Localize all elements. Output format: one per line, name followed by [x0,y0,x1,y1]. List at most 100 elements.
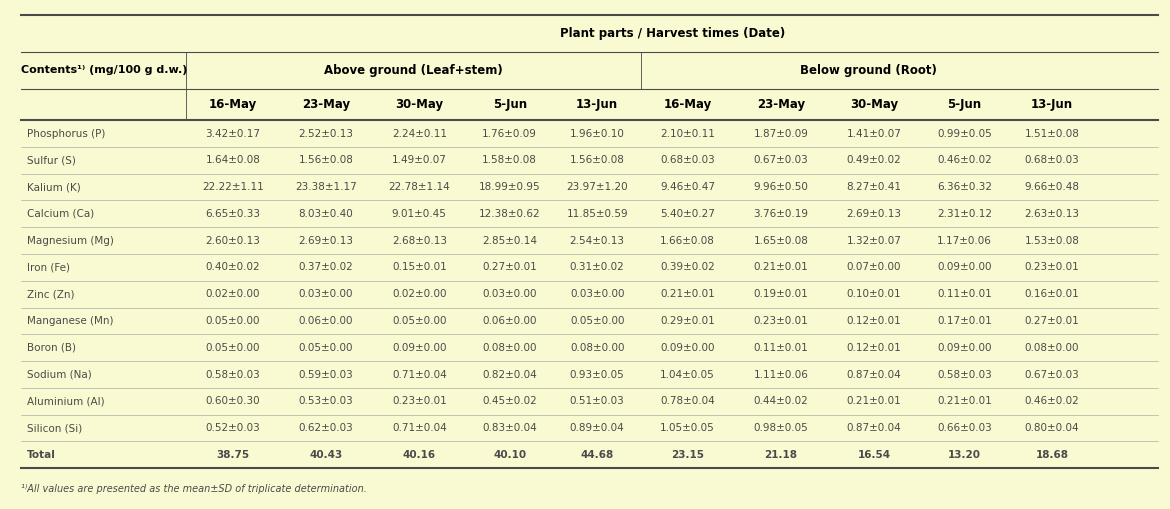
Text: 0.27±0.01: 0.27±0.01 [482,263,537,272]
Text: 0.67±0.03: 0.67±0.03 [753,155,808,165]
Text: 0.78±0.04: 0.78±0.04 [660,397,715,406]
Text: 30-May: 30-May [851,98,899,111]
Text: Aluminium (Al): Aluminium (Al) [27,397,104,406]
Text: Plant parts / Harvest times (Date): Plant parts / Harvest times (Date) [559,27,785,40]
Text: 30-May: 30-May [395,98,443,111]
Text: 2.68±0.13: 2.68±0.13 [392,236,447,246]
Text: 6.36±0.32: 6.36±0.32 [937,182,992,192]
Text: 9.46±0.47: 9.46±0.47 [660,182,715,192]
Text: 0.23±0.01: 0.23±0.01 [753,316,808,326]
Text: 13-Jun: 13-Jun [576,98,618,111]
Text: Silicon (Si): Silicon (Si) [27,423,82,433]
Text: 2.60±0.13: 2.60±0.13 [206,236,260,246]
Text: Sulfur (S): Sulfur (S) [27,155,76,165]
Text: 1.64±0.08: 1.64±0.08 [206,155,260,165]
Text: 0.83±0.04: 0.83±0.04 [482,423,537,433]
Text: 1.76±0.09: 1.76±0.09 [482,128,537,138]
Text: 0.12±0.01: 0.12±0.01 [847,343,902,353]
Text: 23.38±1.17: 23.38±1.17 [295,182,357,192]
Text: 2.69±0.13: 2.69±0.13 [847,209,902,219]
Text: 0.71±0.04: 0.71±0.04 [392,370,447,380]
Text: 2.63±0.13: 2.63±0.13 [1025,209,1080,219]
Text: 0.52±0.03: 0.52±0.03 [206,423,260,433]
Text: 0.05±0.00: 0.05±0.00 [298,343,353,353]
Text: 0.11±0.01: 0.11±0.01 [937,289,992,299]
Text: 0.09±0.00: 0.09±0.00 [937,263,992,272]
Text: 0.93±0.05: 0.93±0.05 [570,370,625,380]
Text: 1.41±0.07: 1.41±0.07 [847,128,902,138]
Text: 0.58±0.03: 0.58±0.03 [206,370,260,380]
Text: 13.20: 13.20 [948,450,980,460]
Text: Total: Total [27,450,56,460]
Text: 0.08±0.00: 0.08±0.00 [1025,343,1080,353]
Text: 0.27±0.01: 0.27±0.01 [1025,316,1080,326]
Text: 1.04±0.05: 1.04±0.05 [660,370,715,380]
Text: 0.21±0.01: 0.21±0.01 [753,263,808,272]
Text: 0.10±0.01: 0.10±0.01 [847,289,901,299]
Text: 0.40±0.02: 0.40±0.02 [206,263,260,272]
Text: 23-May: 23-May [757,98,805,111]
Text: 0.99±0.05: 0.99±0.05 [937,128,992,138]
Text: 0.80±0.04: 0.80±0.04 [1025,423,1080,433]
Text: 1.11±0.06: 1.11±0.06 [753,370,808,380]
Text: 22.78±1.14: 22.78±1.14 [388,182,450,192]
Text: 8.27±0.41: 8.27±0.41 [847,182,902,192]
Text: Phosphorus (P): Phosphorus (P) [27,128,105,138]
Text: 0.31±0.02: 0.31±0.02 [570,263,625,272]
Text: 0.03±0.00: 0.03±0.00 [298,289,353,299]
Text: 0.49±0.02: 0.49±0.02 [847,155,902,165]
Text: 0.60±0.30: 0.60±0.30 [206,397,260,406]
Text: Kalium (K): Kalium (K) [27,182,81,192]
Text: 0.46±0.02: 0.46±0.02 [937,155,992,165]
Text: 0.07±0.00: 0.07±0.00 [847,263,901,272]
Text: 0.21±0.01: 0.21±0.01 [847,397,902,406]
Text: 40.43: 40.43 [309,450,343,460]
Text: 0.67±0.03: 0.67±0.03 [1025,370,1080,380]
Text: 2.54±0.13: 2.54±0.13 [570,236,625,246]
Text: Below ground (Root): Below ground (Root) [800,64,937,77]
Text: 40.10: 40.10 [493,450,526,460]
Text: 2.10±0.11: 2.10±0.11 [660,128,715,138]
Text: Zinc (Zn): Zinc (Zn) [27,289,75,299]
Text: 0.46±0.02: 0.46±0.02 [1025,397,1080,406]
Text: ¹⁾All values are presented as the mean±SD of triplicate determination.: ¹⁾All values are presented as the mean±S… [21,484,367,494]
Text: 0.05±0.00: 0.05±0.00 [206,316,260,326]
Text: 0.37±0.02: 0.37±0.02 [298,263,353,272]
Text: 0.02±0.00: 0.02±0.00 [392,289,447,299]
Text: 1.87±0.09: 1.87±0.09 [753,128,808,138]
Text: 11.85±0.59: 11.85±0.59 [566,209,628,219]
Text: 0.21±0.01: 0.21±0.01 [660,289,715,299]
Text: 0.58±0.03: 0.58±0.03 [937,370,992,380]
Text: 0.71±0.04: 0.71±0.04 [392,423,447,433]
Text: 1.49±0.07: 1.49±0.07 [392,155,447,165]
Text: 22.22±1.11: 22.22±1.11 [202,182,263,192]
Text: 0.29±0.01: 0.29±0.01 [660,316,715,326]
Text: 0.09±0.00: 0.09±0.00 [937,343,992,353]
Text: 23-May: 23-May [302,98,350,111]
Text: 1.56±0.08: 1.56±0.08 [298,155,353,165]
Text: 1.32±0.07: 1.32±0.07 [847,236,902,246]
Text: 0.21±0.01: 0.21±0.01 [937,397,992,406]
Text: 6.65±0.33: 6.65±0.33 [205,209,260,219]
Text: 0.05±0.00: 0.05±0.00 [206,343,260,353]
Text: 1.05±0.05: 1.05±0.05 [660,423,715,433]
Text: 3.42±0.17: 3.42±0.17 [205,128,260,138]
Text: Contents¹⁾ (mg/100 g d.w.): Contents¹⁾ (mg/100 g d.w.) [21,65,187,75]
Text: 0.03±0.00: 0.03±0.00 [570,289,625,299]
Text: 1.66±0.08: 1.66±0.08 [660,236,715,246]
Text: 0.89±0.04: 0.89±0.04 [570,423,625,433]
Text: 0.39±0.02: 0.39±0.02 [660,263,715,272]
Text: 21.18: 21.18 [764,450,798,460]
Text: Sodium (Na): Sodium (Na) [27,370,91,380]
Text: 0.06±0.00: 0.06±0.00 [482,316,537,326]
Text: 0.15±0.01: 0.15±0.01 [392,263,447,272]
Text: 38.75: 38.75 [216,450,249,460]
Text: 0.45±0.02: 0.45±0.02 [482,397,537,406]
Text: 16-May: 16-May [663,98,711,111]
Text: 2.69±0.13: 2.69±0.13 [298,236,353,246]
Text: 0.12±0.01: 0.12±0.01 [847,316,902,326]
Text: Magnesium (Mg): Magnesium (Mg) [27,236,113,246]
Text: 5.40±0.27: 5.40±0.27 [660,209,715,219]
Text: 0.05±0.00: 0.05±0.00 [570,316,625,326]
Text: 0.68±0.03: 0.68±0.03 [660,155,715,165]
